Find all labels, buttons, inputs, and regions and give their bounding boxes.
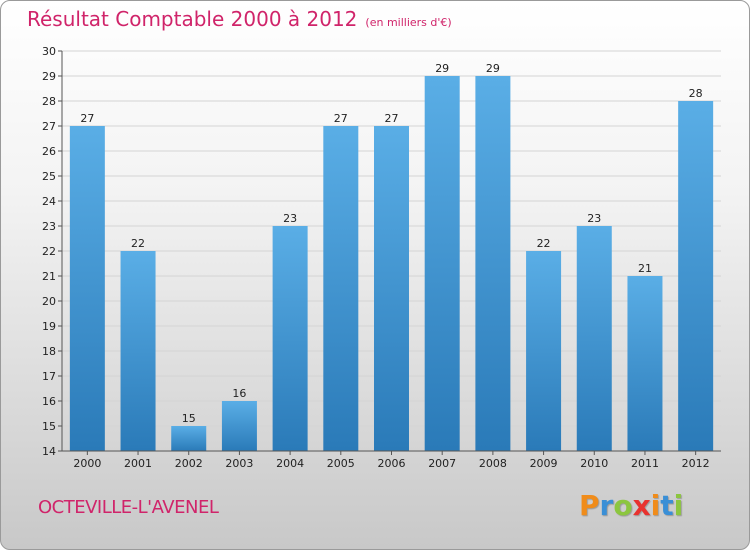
x-tick-label-2007: 2007 [428,457,456,470]
y-tick-label-22: 22 [42,245,56,258]
chart-subtitle: (en milliers d'€) [365,16,452,29]
x-tick-label-2011: 2011 [631,457,659,470]
bar-2004[interactable] [272,226,308,451]
y-tick-label-24: 24 [42,195,56,208]
logo-letter-3: x [632,489,651,522]
y-tick-label-23: 23 [42,220,56,233]
y-tick-label-28: 28 [42,95,56,108]
bar-2010[interactable] [576,226,612,451]
bar-value-label-2011: 21 [638,262,652,275]
y-tick-label-18: 18 [42,345,56,358]
axis-layer: 14 15 16 17 18 19 20 21 22 23 24 25 26 27 28 29 30 2000 20… [42,45,721,470]
bar-2000[interactable] [69,126,105,451]
bar-2005[interactable] [323,126,359,451]
y-tick-label-15: 15 [42,420,56,433]
x-tick-label-2010: 2010 [580,457,608,470]
y-tick-label-16: 16 [42,395,56,408]
bar-value-label-2012: 28 [689,87,703,100]
proxiti-logo[interactable]: Proxiti [579,489,683,522]
logo-letter-6: i [673,489,684,522]
logo-letter-0: P [579,489,600,522]
bar-2012[interactable] [678,101,714,451]
x-tick-label-2000: 2000 [73,457,101,470]
bar-value-label-2002: 15 [182,412,196,425]
x-tick-label-2004: 2004 [276,457,304,470]
x-tick-label-2002: 2002 [175,457,203,470]
bar-2009[interactable] [526,251,562,451]
y-tick-label-20: 20 [42,295,56,308]
logo-letter-2: o [613,489,633,522]
y-tick-label-14: 14 [42,445,56,458]
bar-2011[interactable] [627,276,663,451]
x-tick-label-2001: 2001 [124,457,152,470]
x-tick-label-2006: 2006 [378,457,406,470]
bar-2007[interactable] [424,76,460,451]
logo-letter-1: r [599,489,614,522]
bar-value-label-2004: 23 [283,212,297,225]
bar-value-label-2009: 22 [537,237,551,250]
bar-value-label-2007: 29 [435,62,449,75]
y-tick-label-19: 19 [42,320,56,333]
bar-value-label-2000: 27 [80,112,94,125]
y-tick-label-21: 21 [42,270,56,283]
x-tick-label-2005: 2005 [327,457,355,470]
logo-letter-5: t [660,489,674,522]
logo-letter-4: i [650,489,661,522]
bar-value-label-2006: 27 [385,112,399,125]
x-tick-label-2012: 2012 [682,457,710,470]
bar-2002[interactable] [171,426,207,451]
commune-name: OCTEVILLE-L'AVENEL [38,497,219,518]
chart-title: Résultat Comptable 2000 à 2012 (en millie… [27,7,452,31]
bar-2008[interactable] [475,76,511,451]
bar-layer: 27 22 15 16 23 27 27 29 29 22 23 21 28 [69,62,714,451]
y-tick-label-17: 17 [42,370,56,383]
bar-value-label-2001: 22 [131,237,145,250]
y-tick-label-30: 30 [42,45,56,58]
bar-value-label-2005: 27 [334,112,348,125]
y-tick-label-26: 26 [42,145,56,158]
x-tick-label-2009: 2009 [530,457,558,470]
bar-2001[interactable] [120,251,156,451]
y-tick-label-25: 25 [42,170,56,183]
bar-value-label-2010: 23 [587,212,601,225]
chart-title-text: Résultat Comptable 2000 à 2012 [27,7,358,31]
bar-value-label-2008: 29 [486,62,500,75]
bar-value-label-2003: 16 [232,387,246,400]
y-tick-label-27: 27 [42,120,56,133]
y-tick-label-29: 29 [42,70,56,83]
bar-2003[interactable] [221,401,257,451]
x-tick-label-2003: 2003 [225,457,253,470]
bar-2006[interactable] [374,126,409,451]
x-tick-label-2008: 2008 [479,457,507,470]
